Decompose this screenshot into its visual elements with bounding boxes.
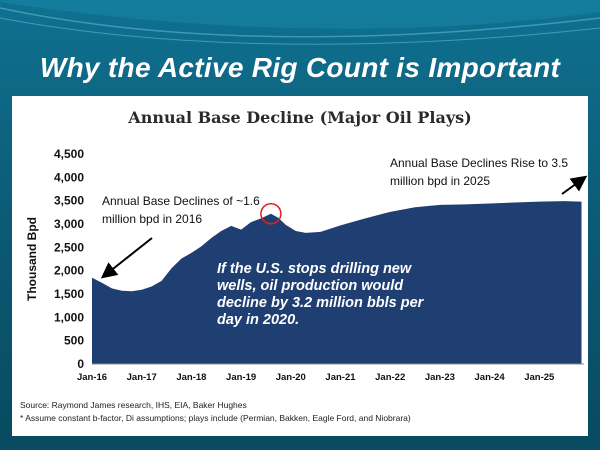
arrow-2016 (100, 237, 153, 279)
annotation-2025: Annual Base Declines Rise to 3.5 million… (390, 154, 568, 190)
x-tick-label: Jan-25 (524, 372, 555, 383)
y-tick-label: 4,500 (54, 147, 84, 161)
source-note: Source: Raymond James research, IHS, EIA… (20, 400, 247, 410)
peak-highlight-circle (260, 202, 282, 225)
x-tick-label: Jan-17 (127, 372, 157, 383)
area-series (92, 201, 582, 364)
chart-panel: 0 500 1,000 1,500 2,000 2,500 3,000 3,500 4,000 4… (12, 96, 588, 436)
annotation-2016-line1: Annual Base Declines of ~1.6 (102, 194, 260, 208)
callout-text: If the U.S. stops drilling new wells, oi… (217, 261, 452, 329)
x-tick-label: Jan-18 (176, 372, 206, 383)
x-tick-label: Jan-20 (276, 372, 306, 383)
y-tick-label: 1,000 (54, 310, 84, 324)
y-tick-label: 1,500 (54, 287, 84, 301)
y-tick-label: 4,000 (54, 170, 84, 184)
slide-title: Why the Active Rig Count is Important (39, 52, 561, 83)
y-tick-label: 0 (77, 357, 84, 371)
arrow-2025 (561, 175, 588, 195)
x-tick-label: Jan-16 (77, 372, 107, 383)
callout-line: If the U.S. stops drilling new (217, 261, 412, 277)
x-tick-label: Jan-22 (375, 372, 405, 383)
annotation-2025-line2: million bpd in 2025 (390, 174, 491, 188)
x-tick-label: Jan-23 (425, 372, 455, 383)
wave-decoration (0, 0, 600, 45)
assumption-note: * Assume constant b-factor, Di assumptio… (20, 413, 411, 423)
area-chart: 0 500 1,000 1,500 2,000 2,500 3,000 3,500 4,000 4… (25, 147, 588, 383)
callout-line: wells, oil production would (217, 278, 404, 294)
x-tick-label: Jan-24 (475, 372, 506, 383)
y-tick-label: 2,500 (54, 240, 84, 254)
annotation-2016-line2: million bpd in 2016 (102, 212, 203, 226)
callout-line: day in 2020. (217, 312, 300, 328)
y-tick-label: 500 (64, 334, 84, 348)
chart-title: Annual Base Decline (Major Oil Plays) (128, 108, 472, 127)
x-tick-label: Jan-21 (325, 372, 356, 383)
y-tick-label: 2,000 (54, 264, 84, 278)
callout-line: decline by 3.2 million bbls per (217, 295, 424, 311)
y-tick-label: 3,000 (54, 217, 84, 231)
y-tick-label: 3,500 (54, 194, 84, 208)
y-axis-label: Thousand Bpd (25, 217, 39, 301)
x-tick-label: Jan-19 (226, 372, 256, 383)
annotation-2016: Annual Base Declines of ~1.6 million bpd… (102, 192, 260, 228)
annotation-2025-line1: Annual Base Declines Rise to 3.5 (390, 156, 569, 170)
